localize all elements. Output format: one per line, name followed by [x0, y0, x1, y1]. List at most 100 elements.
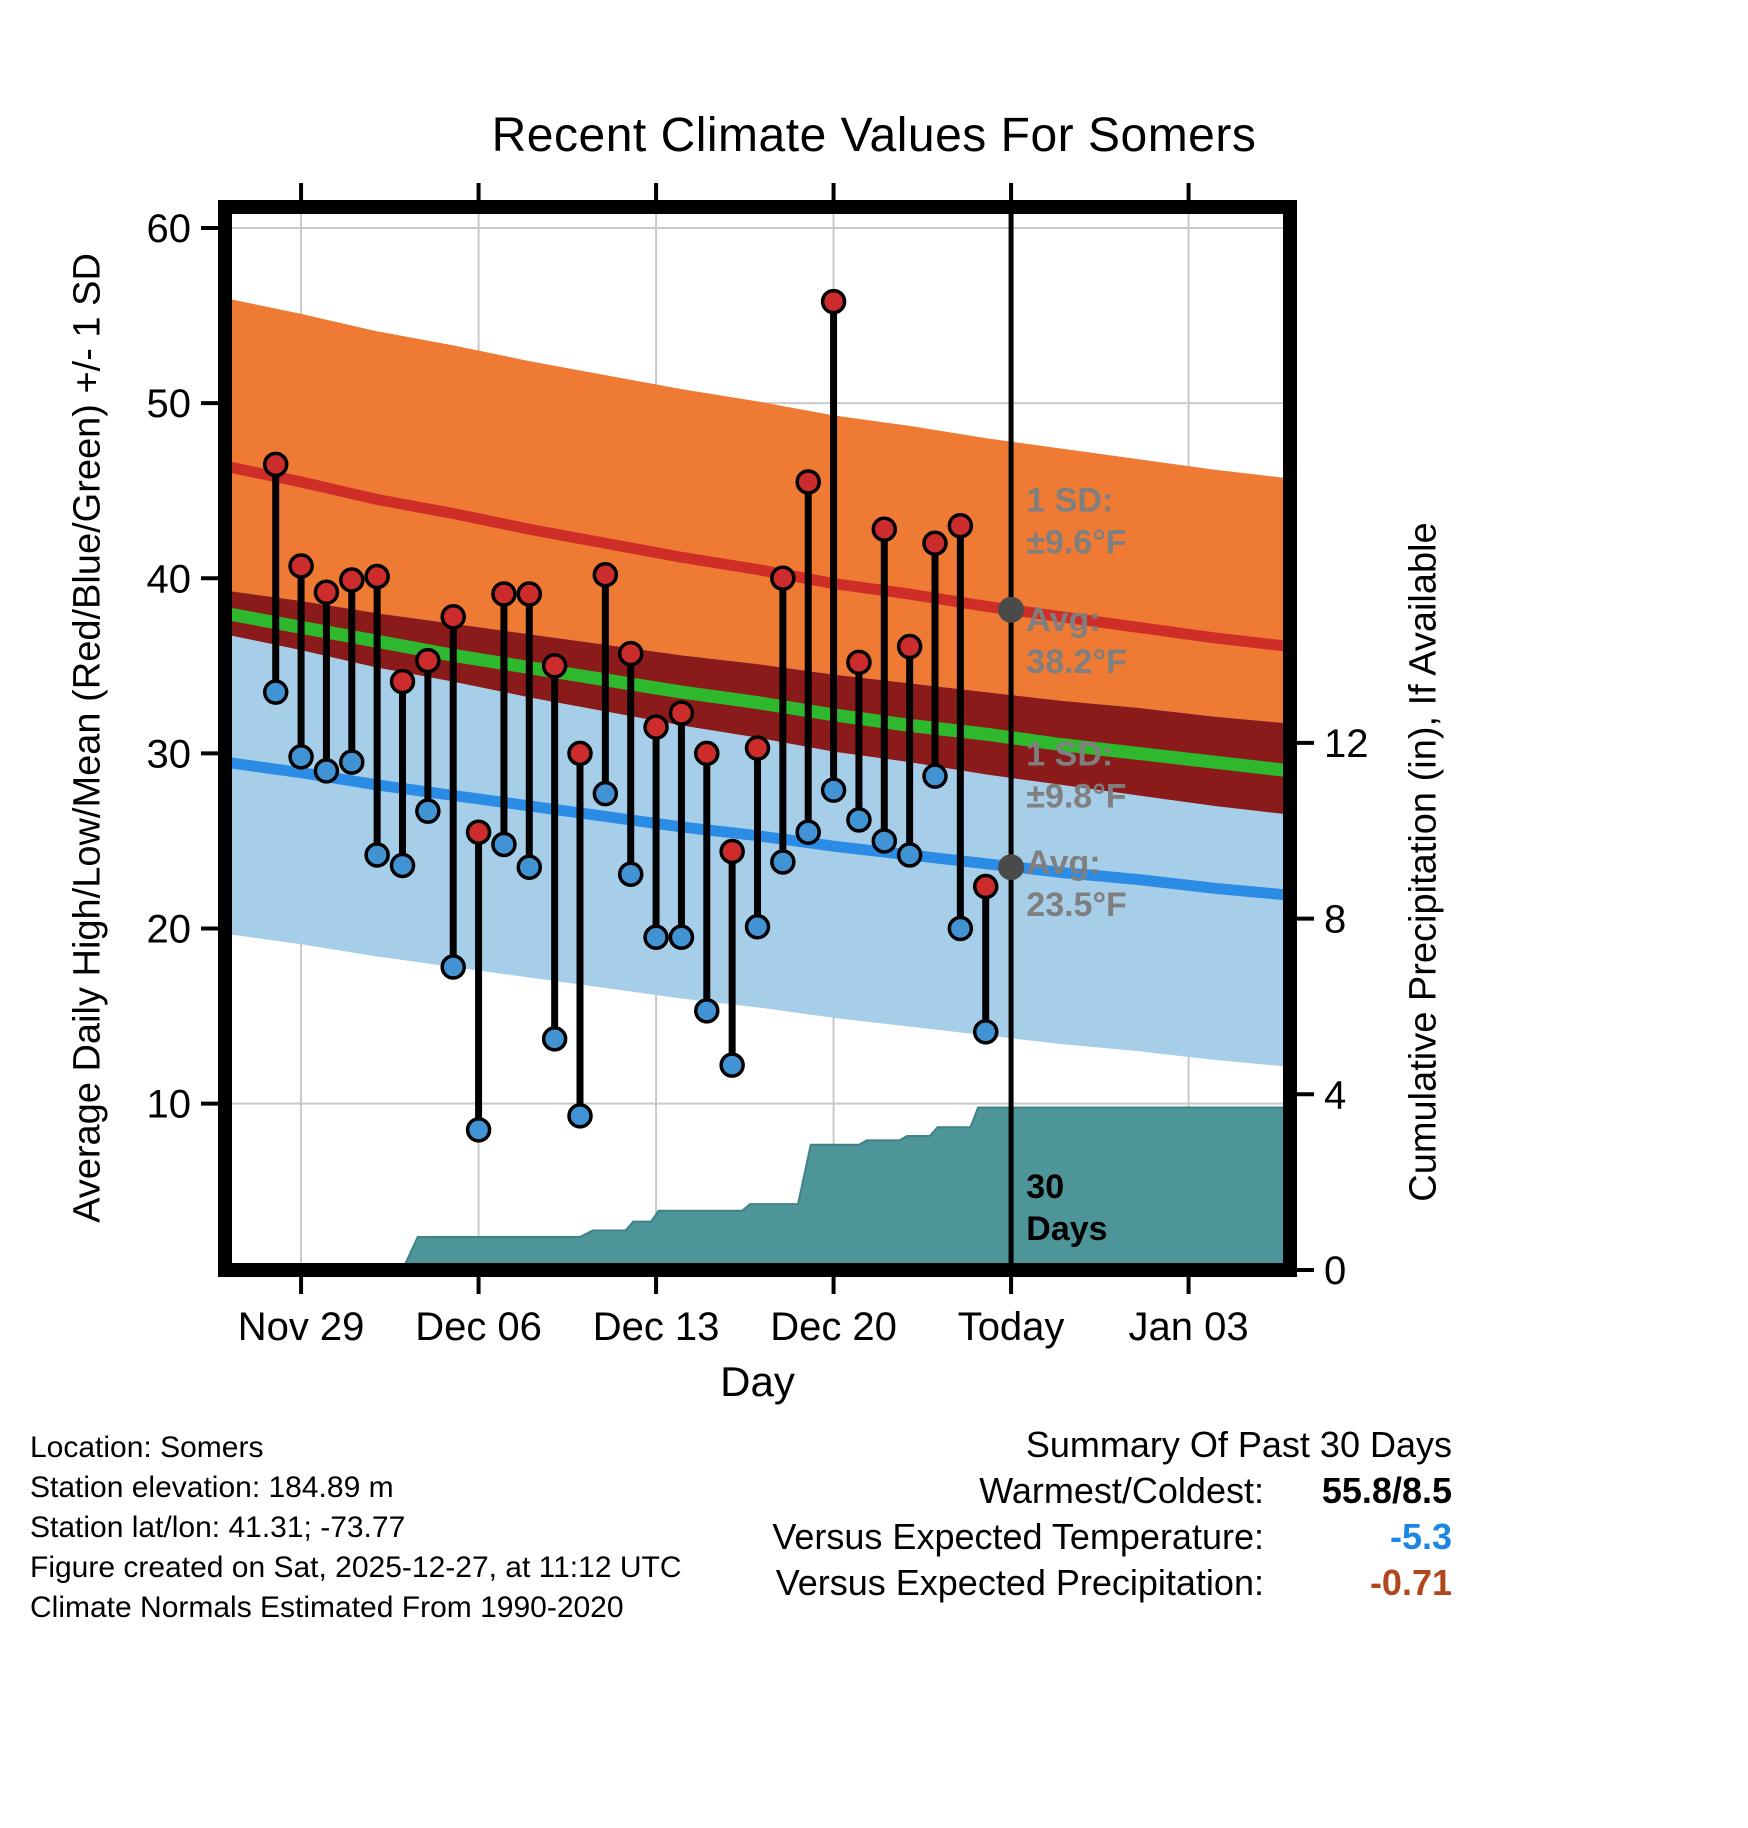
- summary-row-vs-precipitation: Versus Expected Precipitation: -0.71: [772, 1560, 1452, 1606]
- daily-high-dot: [415, 647, 441, 674]
- daily-high-dot: [846, 649, 872, 676]
- daily-high-dot: [364, 563, 390, 590]
- daily-high-dot: [922, 530, 948, 556]
- x-tick-label: Nov 29: [238, 1305, 365, 1349]
- daily-high-dot: [339, 567, 365, 593]
- x-tick-label: Dec 20: [770, 1305, 897, 1349]
- plot-annotation: 1 SD: ±9.6°F: [1026, 482, 1126, 562]
- daily-low-dot: [795, 819, 821, 845]
- summary-row-label: Versus Expected Temperature:: [772, 1516, 1264, 1557]
- daily-high-dot: [719, 838, 745, 865]
- daily-high-dot: [389, 668, 416, 695]
- daily-low-dot: [592, 780, 619, 807]
- vs-expected-temperature-value: -5.3: [1389, 1516, 1452, 1557]
- station-location-line: Location: Somers: [30, 1431, 264, 1464]
- y-left-tick-label: 20: [147, 908, 192, 952]
- x-tick-label: Dec 13: [593, 1305, 720, 1349]
- y-left-tick-label: 10: [147, 1083, 192, 1127]
- x-tick-label: Today: [958, 1305, 1065, 1349]
- plot-border: [218, 200, 1297, 1277]
- daily-high-dot: [668, 700, 695, 726]
- summary-row-label: Warmest/Coldest:: [979, 1470, 1264, 1511]
- y-axis-right-label: Cumulative Precipitation (in), If Availa…: [1402, 522, 1445, 1202]
- mean-line: [225, 606, 1290, 778]
- y-left-tick-label: 60: [147, 207, 192, 251]
- daily-low-dot: [288, 744, 314, 770]
- station-info: Location: Somers Station elevation: 184.…: [30, 1428, 682, 1628]
- axis-ticks: [201, 183, 1314, 1294]
- x-tick-label: Dec 06: [415, 1305, 542, 1349]
- daily-high-dot: [313, 579, 340, 606]
- y-right-tick-label: 8: [1324, 898, 1346, 942]
- daily-low-dot: [846, 807, 872, 833]
- daily-low-dot: [415, 798, 441, 824]
- summary-row-warmest-coldest: Warmest/Coldest: 55.8/8.5: [772, 1468, 1452, 1514]
- daily-low-dot: [516, 854, 543, 880]
- summary-heading: Summary Of Past 30 Days: [1025, 1424, 1452, 1465]
- daily-low-dot: [871, 828, 898, 854]
- daily-low-dot: [896, 842, 923, 868]
- daily-high-dot: [516, 581, 543, 607]
- daily-high-dot: [262, 451, 289, 478]
- daily-low-dot: [465, 1117, 492, 1143]
- daily-low-dot: [972, 1019, 999, 1045]
- daily-low-dot: [313, 758, 340, 784]
- summary-row-vs-temperature: Versus Expected Temperature: -5.3: [772, 1514, 1452, 1560]
- summary-row-label: Versus Expected Precipitation:: [775, 1562, 1264, 1603]
- daily-high-dot: [871, 516, 898, 542]
- daily-high-dot: [541, 653, 568, 679]
- daily-low-dot: [744, 914, 771, 940]
- plot-annotation: Avg: 23.5°F: [1026, 844, 1127, 924]
- chart-title: Recent Climate Values For Somers: [491, 109, 1257, 162]
- daily-high-dot: [617, 640, 644, 667]
- daily-high-dot: [770, 565, 796, 592]
- y-right-tick-label: 4: [1324, 1073, 1346, 1117]
- y-axis-left-label: Average Daily High/Low/Mean (Red/Blue/Gr…: [66, 253, 109, 1223]
- daily-high-dot: [567, 740, 593, 767]
- figure-created-line: Figure created on Sat, 2025-12-27, at 11…: [30, 1551, 682, 1584]
- daily-low-dot: [617, 861, 644, 887]
- warmest-coldest-value: 55.8/8.5: [1321, 1470, 1452, 1511]
- vs-expected-precipitation-value: -0.71: [1369, 1562, 1452, 1603]
- avg-high-line: [225, 460, 1290, 653]
- daily-low-dot: [947, 915, 974, 942]
- daily-low-dot: [440, 954, 466, 980]
- daily-high-dot: [288, 553, 314, 579]
- daily-low-dot: [541, 1026, 568, 1052]
- station-latlon-line: Station lat/lon: 41.31; -73.77: [30, 1511, 406, 1544]
- daily-high-dot: [972, 873, 999, 900]
- daily-high-dot: [947, 512, 974, 539]
- summary-panel: Summary Of Past 30 Days Warmest/Coldest:…: [772, 1422, 1452, 1606]
- daily-low-dot: [339, 749, 365, 775]
- daily-high-dot: [491, 581, 517, 607]
- daily-high-dot: [440, 604, 466, 630]
- today-average-marker: [998, 854, 1025, 881]
- y-left-tick-label: 40: [147, 557, 192, 601]
- today-average-marker: [998, 596, 1025, 623]
- tick-labels: Nov 29 Dec 06 Dec 13 Dec 20 Today Jan 03 10 20 3…: [147, 207, 1369, 1349]
- daily-high-dot: [592, 562, 619, 588]
- daily-high-dot: [643, 714, 669, 740]
- daily-high-dot: [694, 740, 720, 767]
- daily-high-dot: [820, 288, 847, 315]
- daily-high-dot: [744, 735, 771, 761]
- precip-cumulative-area: [225, 1106, 1290, 1270]
- daily-low-dot: [491, 831, 517, 858]
- daily-low-dot: [694, 998, 720, 1024]
- daily-low-dot: [389, 852, 416, 879]
- climate-normals-line: Climate Normals Estimated From 1990-2020: [30, 1591, 624, 1624]
- plot-annotation: 30 Days: [1026, 1168, 1107, 1248]
- daily-low-dot: [719, 1052, 745, 1078]
- y-right-tick-label: 12: [1324, 722, 1369, 766]
- plot-content: [225, 207, 1290, 1270]
- y-left-tick-label: 50: [147, 382, 192, 426]
- x-tick-label: Jan 03: [1129, 1305, 1249, 1349]
- plot-annotation: Avg: 38.2°F: [1026, 601, 1127, 681]
- daily-low-dot: [262, 679, 289, 705]
- daily-high-dot: [465, 819, 492, 845]
- plot-annotation: 1 SD: ±9.8°F: [1026, 736, 1126, 816]
- x-axis-label: Day: [720, 1358, 795, 1405]
- daily-high-dot: [896, 633, 923, 660]
